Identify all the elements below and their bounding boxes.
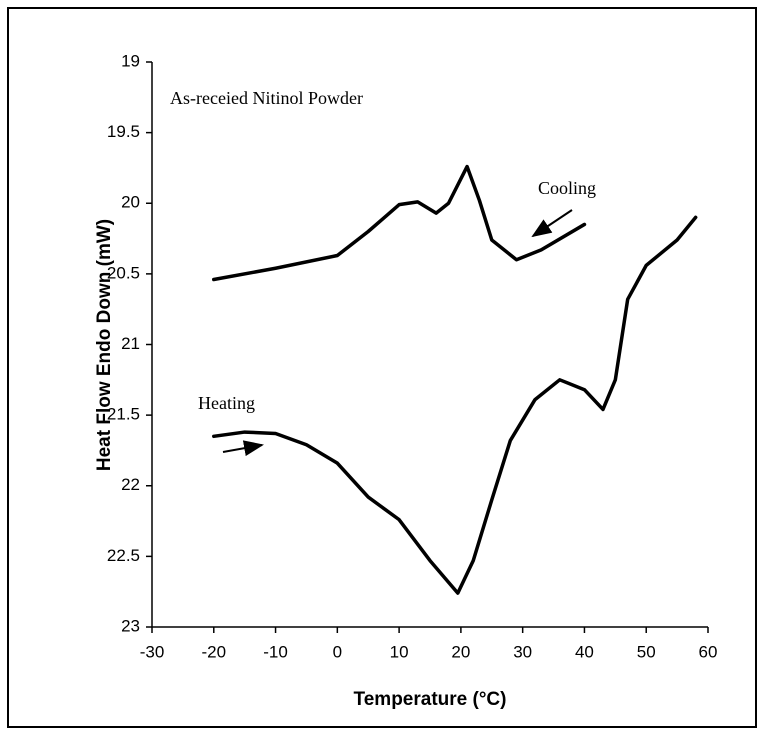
- series-line: [212, 215, 698, 595]
- y-tick-label: 22.5: [107, 546, 140, 565]
- x-tick-label: 30: [513, 642, 532, 661]
- y-tick-label: 22: [121, 475, 140, 494]
- y-axis-label: Heat Flow Endo Down (mW): [94, 219, 115, 471]
- annotation: As-receied Nitinol Powder: [170, 88, 363, 108]
- y-tick-label: 20.5: [107, 263, 140, 282]
- y-tick-label: 23: [121, 616, 140, 635]
- x-tick-label: -20: [201, 642, 226, 661]
- x-tick-label: 0: [333, 642, 342, 661]
- frame: [7, 7, 757, 728]
- y-tick-label: 19.5: [107, 122, 140, 141]
- series-line: [212, 164, 587, 282]
- y-tick-label: 21: [121, 334, 140, 353]
- x-tick-label: -10: [263, 642, 288, 661]
- x-tick-label: 40: [575, 642, 594, 661]
- y-tick-label: 19: [121, 51, 140, 70]
- arrow: [222, 440, 264, 457]
- x-axis-label: Temperature (°C): [354, 689, 507, 710]
- x-tick-label: 10: [390, 642, 409, 661]
- y-tick-label: 20: [121, 193, 140, 212]
- annotation: Cooling: [538, 178, 596, 198]
- x-tick-label: -30: [140, 642, 165, 661]
- x-tick-label: 60: [699, 642, 718, 661]
- annotation: Heating: [198, 393, 255, 413]
- x-tick-label: 50: [637, 642, 656, 661]
- x-tick-label: 20: [451, 642, 470, 661]
- y-tick-label: 21.5: [107, 405, 140, 424]
- arrow: [531, 209, 573, 238]
